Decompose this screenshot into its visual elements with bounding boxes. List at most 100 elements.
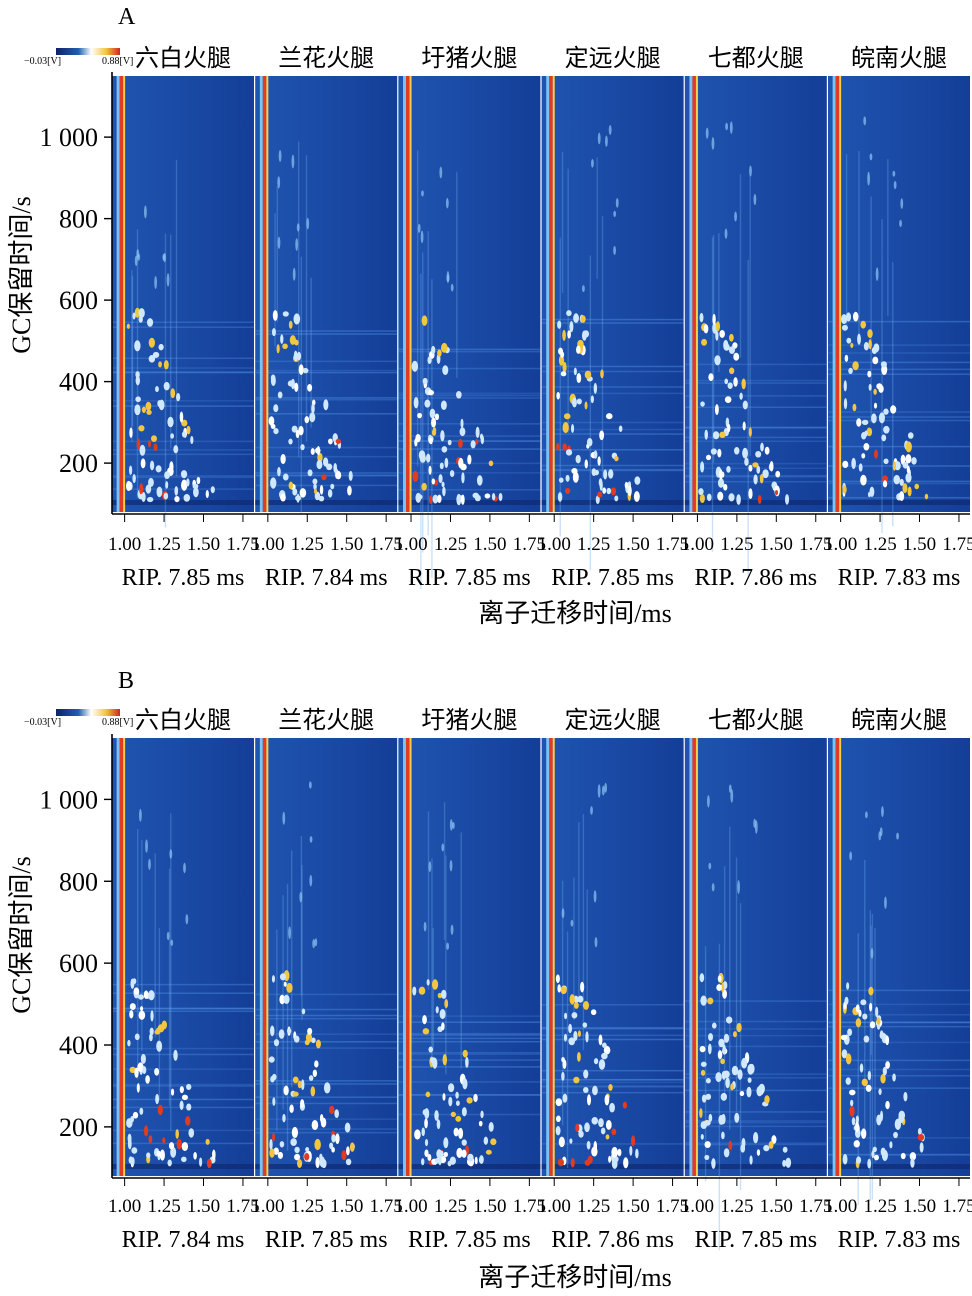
panel-a-colorbar-min: −0.03[V]	[24, 56, 61, 67]
signal-spot	[424, 1138, 429, 1147]
rip-line-halo	[832, 738, 836, 1176]
signal-spot	[436, 1119, 441, 1130]
signal-spot	[450, 924, 454, 935]
background-streak	[684, 406, 827, 409]
signal-spot	[132, 474, 136, 484]
signal-spot	[438, 474, 443, 484]
signal-spot	[312, 1069, 318, 1077]
signal-spot	[451, 822, 455, 830]
signal-spot	[286, 982, 293, 993]
background-streak	[112, 983, 254, 986]
signal-spot	[421, 1158, 425, 1166]
signal-spot	[593, 450, 598, 459]
signal-spot	[760, 442, 764, 452]
signal-spot	[296, 351, 302, 361]
signal-spot	[154, 1029, 161, 1035]
signal-spot	[602, 487, 607, 494]
signal-spot	[613, 245, 616, 255]
background-streak	[684, 1077, 827, 1079]
background-streak	[541, 469, 684, 471]
background-streak	[828, 1075, 970, 1077]
y-tick-label: 400	[59, 368, 98, 397]
signal-spot	[841, 324, 848, 331]
signal-spot	[319, 1156, 325, 1168]
heatmap-panel-4	[541, 76, 684, 571]
x-tick-label: 1.50	[760, 534, 793, 555]
background-streak	[541, 318, 684, 321]
background-streak	[541, 421, 684, 424]
signal-spot	[155, 386, 159, 393]
signal-spot	[474, 1156, 478, 1165]
signal-spot	[130, 978, 135, 989]
background-streak	[398, 397, 541, 399]
signal-spot	[293, 350, 298, 362]
signal-spot	[440, 430, 445, 442]
rip-line	[835, 738, 840, 1176]
x-tick-label: 1.25	[291, 534, 324, 555]
signal-spot	[900, 1152, 906, 1160]
signal-tail	[739, 174, 742, 358]
background-streak	[112, 992, 254, 994]
background-streak	[684, 1143, 827, 1146]
signal-spot	[300, 1079, 305, 1091]
signal-spot	[286, 1028, 292, 1034]
signal-spot	[458, 1127, 464, 1139]
background-band	[398, 500, 541, 505]
signal-spot	[594, 937, 598, 948]
x-tick-label: 1.75	[513, 1196, 546, 1217]
signal-spot	[727, 382, 733, 389]
signal-spot	[845, 312, 852, 322]
signal-spot	[592, 1085, 598, 1096]
signal-spot	[292, 267, 296, 281]
signal-spot	[158, 361, 162, 368]
signal-spot	[598, 478, 603, 487]
signal-spot	[882, 480, 888, 488]
signal-spot	[307, 1027, 313, 1035]
background-streak	[684, 1028, 827, 1030]
signal-spot	[193, 487, 199, 498]
signal-spot	[899, 219, 902, 228]
signal-spot	[170, 939, 174, 946]
signal-tail	[711, 237, 714, 552]
rip-line-halo	[403, 738, 407, 1176]
signal-spot	[907, 432, 914, 439]
signal-spot	[273, 1147, 279, 1155]
signal-spot	[863, 116, 867, 126]
signal-spot	[785, 494, 790, 505]
signal-spot	[757, 495, 762, 504]
signal-spot	[577, 1030, 581, 1037]
background-streak	[112, 371, 254, 374]
background-streak	[112, 1068, 254, 1070]
background-streak	[684, 1073, 827, 1075]
background-streak	[398, 1040, 541, 1043]
background-streak	[398, 1037, 541, 1040]
signal-spot	[724, 228, 728, 239]
background-streak	[541, 1079, 684, 1081]
signal-spot	[860, 1128, 867, 1139]
signal-spot	[179, 411, 184, 423]
signal-spot	[608, 469, 614, 479]
signal-spot	[173, 1049, 178, 1061]
signal-spot	[449, 859, 453, 872]
signal-spot	[143, 1125, 149, 1137]
y-tick-label: 600	[59, 949, 98, 978]
signal-spot	[199, 1157, 203, 1167]
signal-spot	[584, 370, 592, 379]
signal-spot	[563, 413, 571, 420]
signal-spot	[847, 1028, 853, 1036]
signal-spot	[905, 472, 912, 483]
signal-tail	[561, 880, 564, 1126]
signal-spot	[419, 453, 426, 463]
background-streak	[255, 333, 398, 335]
signal-spot	[328, 1105, 335, 1115]
signal-spot	[857, 333, 861, 345]
signal-spot	[774, 489, 779, 496]
signal-tail	[141, 839, 143, 1051]
signal-spot	[741, 378, 746, 390]
x-tick-label: 1.25	[720, 1196, 753, 1217]
rip-line-edge	[409, 738, 412, 1176]
signal-spot	[446, 942, 450, 950]
background-band	[541, 500, 684, 505]
signal-spot	[633, 491, 640, 502]
rip-line-edge	[266, 76, 269, 512]
